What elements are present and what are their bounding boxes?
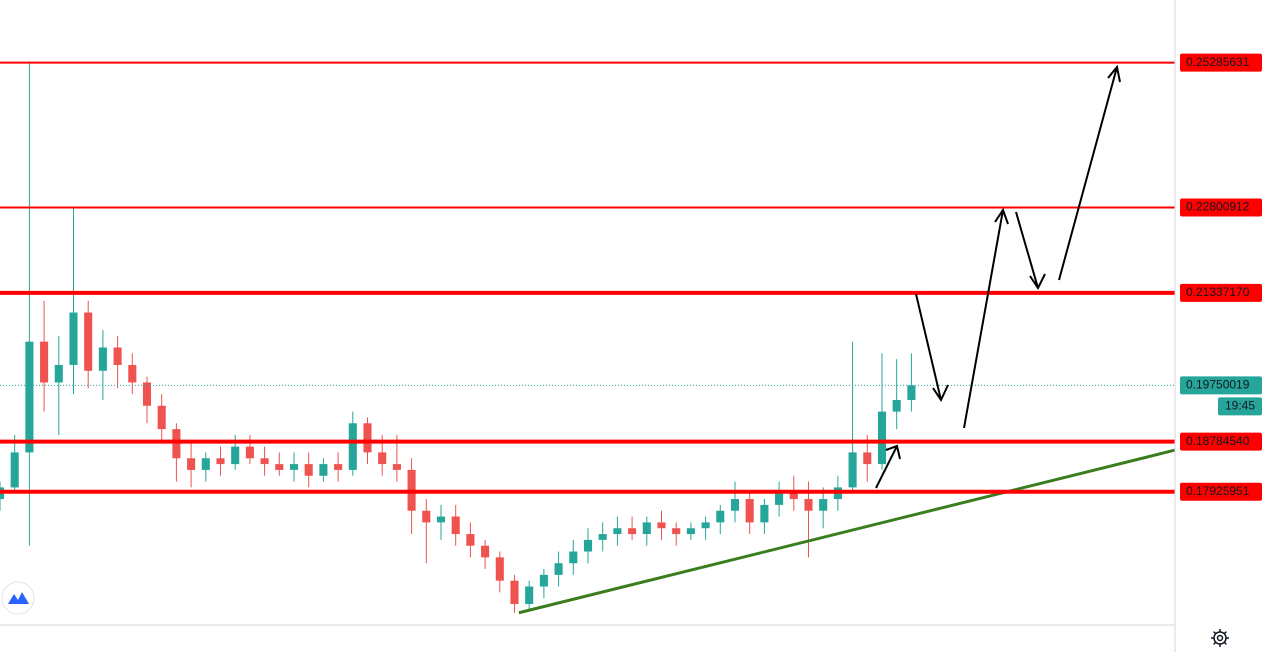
candle-body [701, 522, 710, 529]
candle-body [10, 452, 19, 488]
candle-body [907, 385, 916, 400]
last-price-tag [1180, 376, 1262, 395]
candle-body [451, 516, 460, 535]
candle-body [128, 364, 137, 383]
candle-body [392, 464, 401, 470]
level-label: 0.25285631 [1186, 55, 1250, 69]
candle-body [25, 341, 34, 453]
candle-body [672, 528, 681, 535]
candle-body [245, 446, 254, 459]
last-price-label: 0.19750019 [1186, 378, 1250, 392]
logo-circle [1, 581, 35, 615]
candle-body [877, 411, 887, 465]
candle-body [466, 534, 475, 546]
candle-body [54, 364, 63, 383]
candle-body [569, 551, 578, 564]
candle-body [804, 499, 813, 511]
candle-body [348, 423, 357, 470]
candle-body [216, 458, 225, 465]
candle-body [275, 464, 284, 470]
candle-body [539, 574, 548, 587]
candle-body [231, 446, 240, 465]
candle-body [892, 399, 901, 412]
candle-body [657, 522, 666, 529]
gear-teeth [1211, 629, 1229, 647]
settings-button[interactable] [1211, 629, 1229, 647]
candle-body [510, 580, 519, 605]
candle-body [378, 452, 387, 465]
candle-body [686, 528, 695, 535]
candle-body [157, 405, 166, 430]
candle-body [819, 499, 828, 511]
candle-body [113, 347, 122, 365]
arrow [915, 293, 949, 403]
candle-body [172, 429, 181, 459]
arrow [963, 207, 1009, 429]
level-label: 0.17925951 [1186, 484, 1250, 498]
axes [0, 0, 1176, 652]
gear-hub [1216, 634, 1224, 642]
candle-body [716, 510, 725, 523]
candle-body [289, 464, 299, 470]
level-tag [1180, 432, 1262, 451]
candle-body [334, 464, 343, 470]
arrow [1015, 211, 1046, 290]
candle-body [422, 510, 431, 523]
level-label: 0.18784540 [1186, 434, 1250, 448]
countdown-tag [1218, 397, 1262, 416]
level-tag [1180, 53, 1262, 72]
candle-body [187, 458, 196, 470]
level-label: 0.21337170 [1186, 285, 1250, 299]
trendline [518, 448, 1176, 615]
arrow [875, 444, 901, 489]
drawings [875, 64, 1121, 489]
arrow [1058, 64, 1121, 281]
candle-body [481, 545, 490, 558]
candle-body [84, 312, 93, 371]
candle-body [863, 452, 872, 465]
candle-body [848, 452, 857, 488]
logo-icon [8, 592, 29, 604]
candle-body [495, 557, 504, 581]
candle-body [201, 458, 210, 470]
candle-body [583, 539, 593, 552]
candle-body [613, 528, 622, 535]
level-tag [1180, 283, 1262, 302]
candle-body [319, 464, 328, 476]
candle-body [628, 528, 637, 535]
candle-body [760, 504, 769, 523]
level-label: 0.22800912 [1186, 200, 1250, 214]
candle-body [69, 312, 78, 365]
level-tag [1180, 198, 1262, 217]
candle-body [40, 341, 49, 383]
candle-body [260, 458, 269, 465]
logo[interactable] [1, 581, 35, 615]
level-tag [1180, 482, 1262, 501]
countdown-label: 19:45 [1225, 399, 1255, 413]
candle-body [789, 493, 798, 500]
candle-body [730, 499, 740, 511]
candle-body [98, 347, 107, 371]
candle-body [525, 586, 534, 605]
candle-body [554, 563, 563, 575]
candle-body [775, 493, 784, 505]
candle-body [304, 464, 313, 476]
candle-body [142, 382, 152, 406]
candle-body [363, 423, 372, 453]
candle-body [436, 516, 446, 523]
candle-body [642, 522, 651, 535]
candle-body [598, 534, 607, 540]
labels: 0.25285631 0.22800912 0.21337170 0.18784540… [1180, 53, 1262, 501]
candle-body [745, 499, 754, 523]
plot [0, 61, 1176, 615]
